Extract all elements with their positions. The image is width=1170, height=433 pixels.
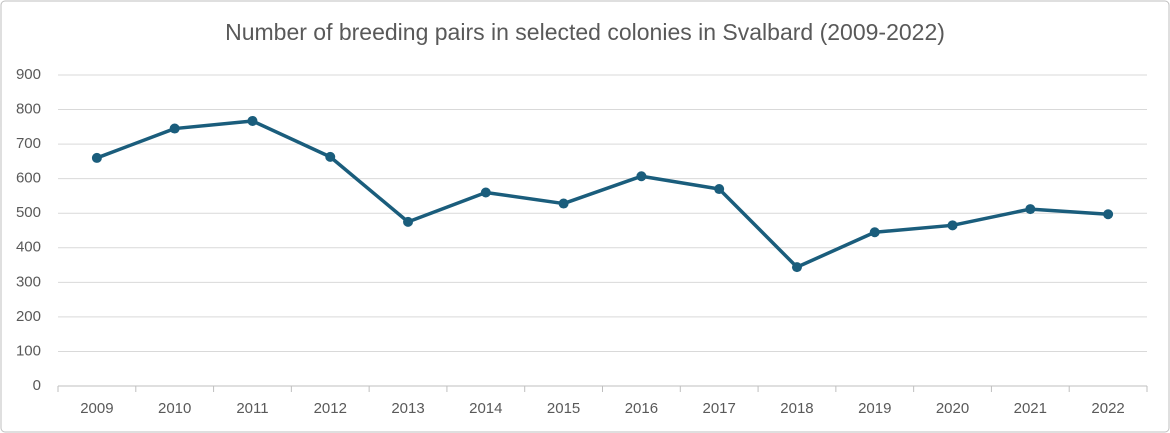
x-tick-label: 2011 (236, 400, 268, 417)
y-tick-label: 0 (33, 377, 41, 394)
x-tick-label: 2012 (314, 400, 347, 417)
x-tick-label: 2013 (391, 400, 424, 417)
y-tick-label: 800 (16, 101, 41, 118)
x-tick-label: 2019 (858, 400, 891, 417)
data-point (325, 151, 336, 162)
y-tick-label: 200 (16, 308, 41, 325)
y-tick-label: 500 (16, 204, 41, 221)
data-point (558, 198, 569, 209)
y-tick-label: 100 (16, 342, 41, 359)
y-tick-label: 300 (16, 273, 41, 290)
x-tick-label: 2015 (547, 400, 580, 417)
data-line (96, 119, 1109, 269)
x-tick-label: 2022 (1091, 400, 1124, 417)
chart-title: Number of breeding pairs in selected col… (225, 19, 945, 45)
data-point (947, 220, 958, 231)
data-point (247, 115, 258, 126)
x-tick-label: 2017 (702, 400, 735, 417)
data-point (91, 152, 102, 163)
y-tick-label: 600 (16, 170, 41, 187)
data-point (1103, 209, 1114, 220)
x-tick-label: 2010 (158, 400, 191, 417)
x-tick-label: 2018 (780, 400, 813, 417)
data-point (869, 227, 880, 238)
data-point (403, 216, 414, 227)
x-tick-label: 2020 (936, 400, 969, 417)
x-tick-label: 2014 (469, 400, 502, 417)
y-tick-label: 700 (16, 135, 41, 152)
data-point (1025, 204, 1036, 215)
data-point (169, 123, 180, 134)
data-point (714, 184, 725, 195)
y-tick-label: 400 (16, 239, 41, 256)
data-point (480, 187, 491, 198)
x-tick-label: 2009 (80, 400, 113, 417)
x-tick-label: 2016 (625, 400, 658, 417)
x-tick-label: 2021 (1014, 400, 1047, 417)
y-tick-label: 900 (16, 66, 41, 83)
data-point (636, 171, 647, 182)
data-point (791, 262, 802, 273)
